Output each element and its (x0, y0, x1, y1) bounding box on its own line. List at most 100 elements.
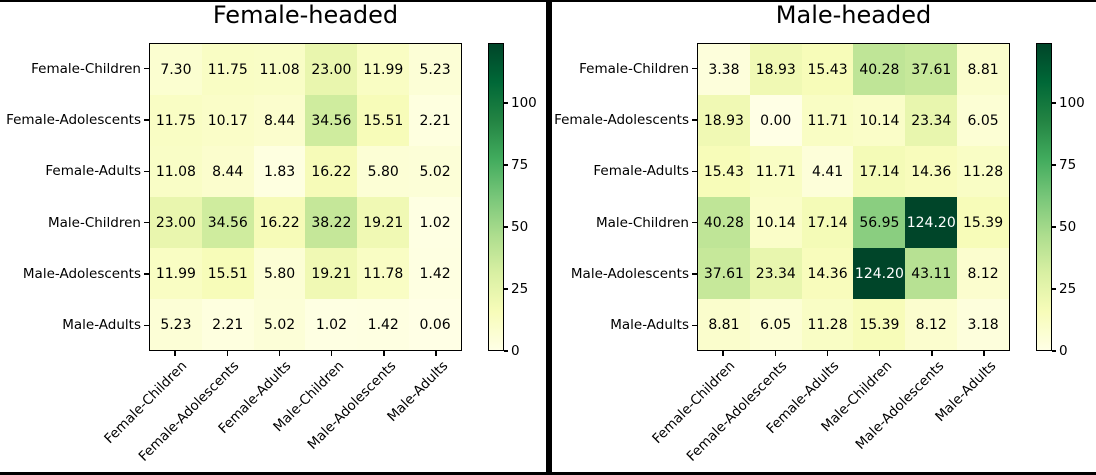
heatmap-cell: 15.39 (853, 299, 906, 350)
colorbar-tick-mark (504, 226, 508, 228)
colorbar-tick-mark (1052, 288, 1056, 290)
heatmap-cell: 124.20 (905, 197, 958, 248)
panel-divider (546, 0, 552, 475)
y-axis-label: Female-Children (579, 60, 689, 77)
heatmap-cell: 37.61 (905, 44, 958, 95)
x-tick-mark (983, 351, 985, 356)
heatmap-cell: 124.20 (853, 248, 906, 299)
y-axis-label: Female-Adolescents (6, 111, 141, 128)
heatmap-cell: 17.14 (853, 146, 906, 197)
colorbar-tick-mark (1052, 102, 1056, 104)
x-tick-mark (931, 351, 933, 356)
x-tick-mark (826, 351, 829, 356)
colorbar-tick-mark (1052, 226, 1056, 228)
heatmap-cell: 5.23 (409, 44, 461, 95)
heatmap-cell: 8.81 (698, 299, 750, 350)
heatmap-cell: 5.02 (253, 299, 306, 350)
colorbar-tick-mark (504, 288, 508, 290)
heatmap-cell: 11.08 (253, 44, 306, 95)
heatmap-grid: 3.38 18.93 15.43 40.28 37.61 8.81 18.93 0.00 11.… (697, 43, 1010, 351)
y-tick-mark (144, 119, 149, 121)
heatmap-cell: 11.75 (150, 95, 202, 146)
colorbar-tick-label: 50 (511, 219, 529, 235)
heatmap-cell: 15.43 (698, 146, 750, 197)
y-axis-label: Male-Adults (610, 317, 689, 334)
heatmap-cell: 0.06 (409, 299, 461, 350)
y-axis-label: Female-Children (31, 60, 141, 77)
y-tick-mark (692, 273, 697, 275)
heatmap-cell: 11.78 (357, 248, 410, 299)
x-axis-label: Male-Adolescents (852, 358, 948, 453)
heatmap-cell: 40.28 (853, 44, 906, 95)
colorbar-tick-mark (1052, 350, 1056, 352)
y-axis-labels: Female-Children Female-Adolescents Female-… (0, 43, 141, 351)
heatmap-cell: 37.61 (698, 248, 750, 299)
y-tick-mark (144, 324, 149, 327)
colorbar-tick-label: 0 (1059, 343, 1068, 359)
heatmap-cell: 43.11 (905, 248, 958, 299)
x-tick-mark (722, 351, 724, 356)
x-axis-label: Female-Adolescents (135, 358, 243, 465)
heatmap-cell: 40.28 (698, 197, 750, 248)
heatmap-cell: 8.12 (905, 299, 958, 350)
heatmap-cell: 11.71 (801, 95, 854, 146)
x-tick-mark (435, 351, 437, 356)
y-axis-labels: Female-Children Female-Adolescents Female-… (548, 43, 689, 351)
y-tick-mark (144, 67, 149, 70)
heatmap-cell: 19.21 (305, 248, 358, 299)
y-axis-label: Male-Adolescents (22, 265, 141, 282)
heatmap-cell: 17.14 (801, 197, 854, 248)
x-axis-label: Male-Adolescents (304, 358, 400, 453)
heatmap-cell: 11.99 (357, 44, 410, 95)
y-tick-mark (144, 273, 149, 275)
x-tick-mark (174, 351, 176, 356)
heatmap-cell: 38.22 (305, 197, 358, 248)
x-tick-mark (878, 351, 881, 356)
x-tick-mark (278, 351, 281, 356)
heatmap-cell: 5.80 (357, 146, 410, 197)
heatmap-cell: 11.08 (150, 146, 202, 197)
heatmap-cell: 15.39 (957, 197, 1009, 248)
y-tick-mark (692, 67, 697, 70)
chart-title: Female-headed (212, 1, 399, 29)
colorbar-tick-label: 25 (1059, 281, 1077, 297)
colorbar-tick-mark (504, 350, 508, 352)
heatmap-cell: 11.28 (801, 299, 854, 350)
y-axis-label: Male-Children (47, 214, 141, 231)
heatmap-cell: 15.51 (357, 95, 410, 146)
colorbar-tick-label: 100 (511, 95, 537, 111)
colorbar-tick-label: 100 (1059, 95, 1085, 111)
heatmap-cell: 3.38 (698, 44, 750, 95)
heatmap-cell: 5.23 (150, 299, 202, 350)
heatmap-cell: 5.80 (253, 248, 306, 299)
colorbar-tick-label: 75 (1059, 157, 1077, 173)
y-axis-label: Male-Children (595, 214, 689, 231)
colorbar-tick-mark (504, 164, 508, 166)
heatmap-cell: 5.02 (409, 146, 461, 197)
y-axis-label: Male-Adolescents (570, 265, 689, 282)
colorbar-tick-label: 25 (511, 281, 529, 297)
x-axis-label: Female-Adolescents (683, 358, 791, 465)
heatmap-panel-female-headed: Female-headed Female-Children Female-Adol… (0, 1, 537, 465)
heatmap-cell: 14.36 (905, 146, 958, 197)
heatmap-cell: 23.00 (150, 197, 202, 248)
heatmap-panel-male-headed: Male-headed Female-Children Female-Adoles… (548, 0, 1096, 475)
heatmap-cell: 7.30 (150, 44, 202, 95)
heatmap-cell: 2.21 (201, 299, 254, 350)
heatmap-cell: 14.36 (801, 248, 854, 299)
heatmap-cell: 18.93 (749, 44, 802, 95)
chart-title: Male-headed (775, 1, 932, 29)
heatmap-cell: 10.14 (749, 197, 802, 248)
heatmap-cell: 23.34 (749, 248, 802, 299)
colorbar (488, 43, 504, 351)
x-tick-mark (774, 351, 776, 356)
heatmap-cell: 8.12 (957, 248, 1009, 299)
heatmap-cell: 11.99 (150, 248, 202, 299)
heatmap-cell: 10.17 (201, 95, 254, 146)
heatmap-cell: 1.42 (357, 299, 410, 350)
heatmap-cell: 34.56 (305, 95, 358, 146)
colorbar-tick-label: 75 (511, 157, 529, 173)
heatmap-cell: 19.21 (357, 197, 410, 248)
heatmap-cell: 23.34 (905, 95, 958, 146)
heatmap-cell: 16.22 (305, 146, 358, 197)
